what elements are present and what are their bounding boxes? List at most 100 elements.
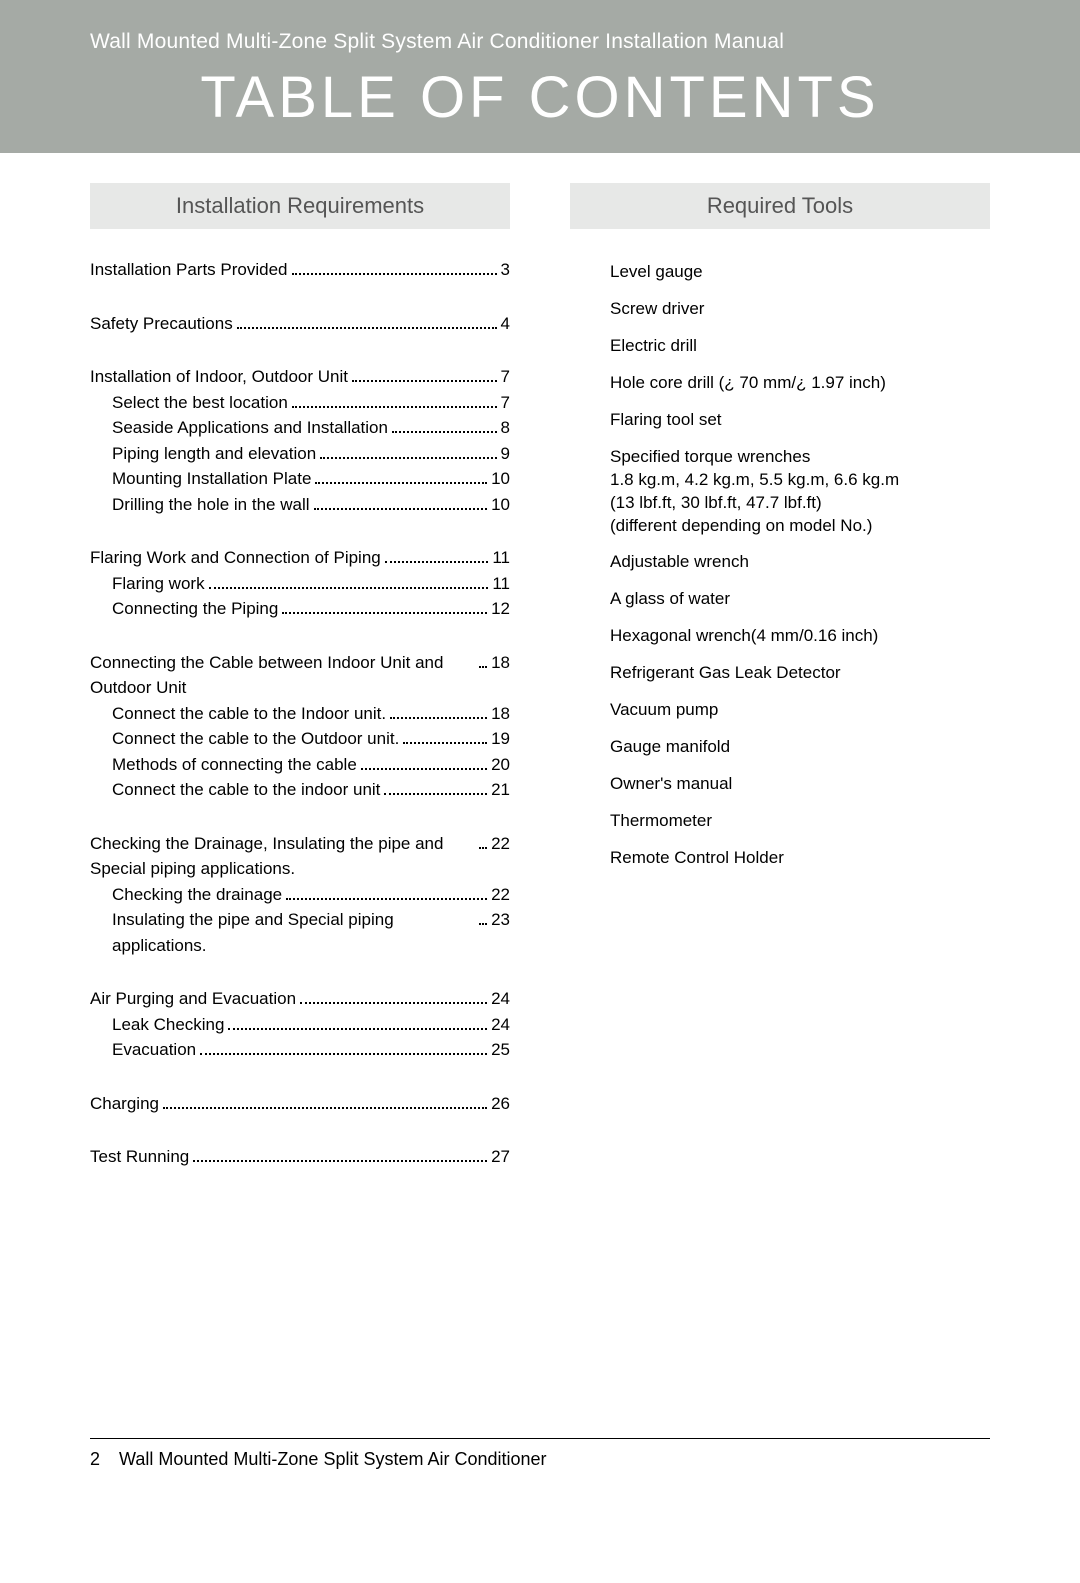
toc-dots [193,1160,487,1162]
tool-item: Vacuum pump [610,699,990,722]
toc-page: 8 [501,415,510,441]
toc-group: Installation Parts Provided3 [90,257,510,283]
footer: 2 Wall Mounted Multi-Zone Split System A… [90,1438,990,1470]
toc-page: 20 [491,752,510,778]
right-heading-box: Required Tools [570,183,990,229]
toc-label: Connecting the Cable between Indoor Unit… [90,650,475,701]
toc-page: 23 [491,907,510,933]
right-column: Required Tools Level gaugeScrew driverEl… [570,183,990,1198]
toc-row: Connect the cable to the Indoor unit.18 [90,701,510,727]
toc-page: 12 [491,596,510,622]
toc-dots [479,923,487,925]
toc-group: Checking the Drainage, Insulating the pi… [90,831,510,959]
toc-row: Flaring Work and Connection of Piping11 [90,545,510,571]
toc-label: Mounting Installation Plate [112,466,311,492]
toc-row: Connect the cable to the indoor unit21 [90,777,510,803]
tool-item: Remote Control Holder [610,847,990,870]
toc-page: 27 [491,1144,510,1170]
toc-label: Flaring Work and Connection of Piping [90,545,381,571]
toc-row: Drilling the hole in the wall10 [90,492,510,518]
toc-row: Evacuation25 [90,1037,510,1063]
toc-group: Charging26 [90,1091,510,1117]
header-band: Wall Mounted Multi-Zone Split System Air… [0,0,1080,153]
toc-label: Flaring work [112,571,205,597]
toc-container: Installation Parts Provided3 Safety Preca… [90,257,510,1170]
toc-page: 18 [491,701,510,727]
left-heading: Installation Requirements [106,193,494,219]
toc-page: 9 [501,441,510,467]
toc-label: Insulating the pipe and Special piping a… [112,907,475,958]
tool-item: Electric drill [610,335,990,358]
toc-label: Safety Precautions [90,311,233,337]
toc-label: Methods of connecting the cable [112,752,357,778]
toc-dots [315,482,487,484]
toc-label: Installation of Indoor, Outdoor Unit [90,364,348,390]
toc-label: Connect the cable to the indoor unit [112,777,380,803]
header-subtitle: Wall Mounted Multi-Zone Split System Air… [90,30,990,54]
toc-dots [292,273,497,275]
toc-dots [479,666,487,668]
toc-row: Connect the cable to the Outdoor unit. 19 [90,726,510,752]
toc-row: Safety Precautions 4 [90,311,510,337]
tool-item: Level gauge [610,261,990,284]
toc-row: Air Purging and Evacuation24 [90,986,510,1012]
toc-page: 22 [491,831,510,857]
tool-item: A glass of water [610,588,990,611]
toc-page: 10 [491,466,510,492]
toc-group: Installation of Indoor, Outdoor Unit 7Sel… [90,364,510,517]
toc-dots [300,1002,487,1004]
toc-page: 24 [491,1012,510,1038]
toc-dots [320,457,496,459]
toc-dots [163,1107,487,1109]
toc-page: 3 [501,257,510,283]
toc-page: 10 [491,492,510,518]
toc-label: Connecting the Piping [112,596,278,622]
toc-page: 19 [491,726,510,752]
toc-row: Installation Parts Provided3 [90,257,510,283]
toc-label: Checking the Drainage, Insulating the pi… [90,831,475,882]
toc-dots [390,717,487,719]
toc-dots [352,380,497,382]
toc-row: Connecting the Piping 12 [90,596,510,622]
toc-row: Connecting the Cable between Indoor Unit… [90,650,510,701]
toc-dots [314,508,488,510]
right-heading: Required Tools [586,193,974,219]
toc-page: 22 [491,882,510,908]
toc-row: Methods of connecting the cable 20 [90,752,510,778]
toc-row: Leak Checking 24 [90,1012,510,1038]
toc-dots [237,327,497,329]
tool-item: Refrigerant Gas Leak Detector [610,662,990,685]
toc-page: 26 [491,1091,510,1117]
toc-dots [228,1028,487,1030]
toc-label: Evacuation [112,1037,196,1063]
tool-item: Thermometer [610,810,990,833]
toc-row: Select the best location7 [90,390,510,416]
toc-group: Connecting the Cable between Indoor Unit… [90,650,510,803]
toc-row: Insulating the pipe and Special piping a… [90,907,510,958]
toc-page: 7 [501,364,510,390]
tool-item: Hole core drill (¿ 70 mm/¿ 1.97 inch) [610,372,990,395]
toc-label: Seaside Applications and Installation [112,415,388,441]
toc-label: Checking the drainage [112,882,282,908]
content-area: Installation Requirements Installation P… [0,153,1080,1238]
toc-row: Flaring work11 [90,571,510,597]
toc-dots [392,431,497,433]
toc-row: Charging26 [90,1091,510,1117]
tool-item: Gauge manifold [610,736,990,759]
toc-row: Checking the drainage 22 [90,882,510,908]
toc-row: Mounting Installation Plate 10 [90,466,510,492]
left-column: Installation Requirements Installation P… [90,183,510,1198]
tools-list: Level gaugeScrew driverElectric drillHol… [570,257,990,870]
tool-item: Adjustable wrench [610,551,990,574]
toc-group: Air Purging and Evacuation24Leak Checkin… [90,986,510,1063]
toc-dots [292,406,497,408]
toc-page: 4 [501,311,510,337]
toc-row: Checking the Drainage, Insulating the pi… [90,831,510,882]
toc-label: Connect the cable to the Outdoor unit. [112,726,399,752]
toc-label: Piping length and elevation [112,441,316,467]
tool-item: Owner's manual [610,773,990,796]
toc-dots [282,612,487,614]
toc-dots [384,793,487,795]
toc-dots [479,847,487,849]
toc-label: Leak Checking [112,1012,224,1038]
